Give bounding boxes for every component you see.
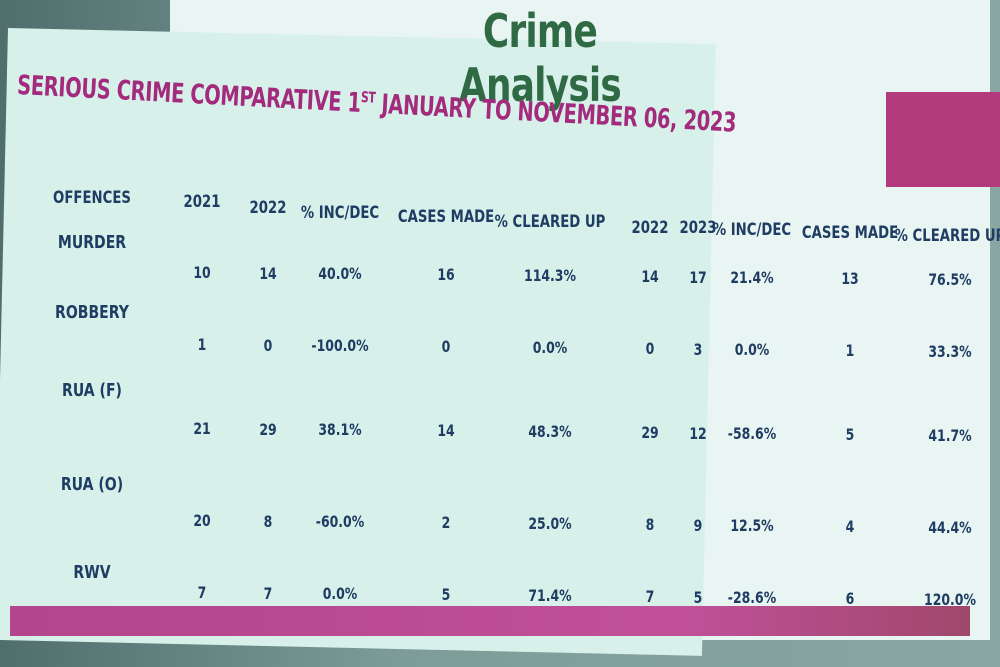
table-cell: 8: [645, 514, 655, 534]
subtitle-superscript: ST: [360, 88, 376, 107]
table-cell: 1: [845, 341, 855, 361]
table-cell: 71.4%: [528, 586, 572, 605]
table-cell: 7: [263, 583, 273, 603]
table-cell: 10: [193, 262, 211, 282]
table-cell: 29: [259, 419, 277, 439]
offence-label: RUA (F): [62, 380, 122, 401]
table-cell: 0: [441, 337, 451, 357]
table-cell: 4: [845, 517, 855, 537]
table-cell: -28.6%: [727, 588, 777, 608]
table-cell: 2: [441, 513, 451, 533]
table-cell: 7: [645, 586, 655, 606]
title: Crime Analysis: [459, 4, 622, 112]
table-cell: -100.0%: [311, 336, 369, 356]
table-cell: 48.3%: [528, 422, 572, 441]
table-cell: 12: [689, 423, 707, 443]
table-cell: 0.0%: [322, 584, 358, 604]
table-cell: 5: [441, 585, 451, 605]
table-cell: 0.0%: [532, 338, 568, 357]
table-cell: 29: [641, 422, 659, 442]
table-cell: 38.1%: [318, 420, 362, 440]
offence-label: RWV: [73, 562, 111, 583]
table-cell: 12.5%: [730, 516, 774, 536]
column-header: % CLEARED UP: [894, 226, 1000, 246]
column-header: 2021: [183, 192, 221, 212]
table-cell: 120.0%: [924, 590, 976, 609]
table-cell: 14: [641, 266, 659, 286]
table-cell: 76.5%: [928, 270, 972, 289]
footer-bar: [10, 606, 970, 636]
table-cell: 33.3%: [928, 342, 972, 361]
accent-box: [886, 92, 1000, 187]
table-cell: 7: [197, 582, 207, 602]
table-cell: 13: [841, 269, 859, 289]
table-cell: 0: [645, 338, 655, 358]
table-cell: 14: [259, 263, 277, 283]
column-header: 2022: [631, 218, 669, 238]
table-cell: 40.0%: [318, 264, 362, 284]
table-cell: 9: [693, 515, 703, 535]
table-cell: 20: [193, 510, 211, 530]
table-cell: 1: [197, 334, 207, 354]
table-cell: 16: [437, 265, 455, 285]
table-cell: 21: [193, 418, 211, 438]
table-cell: 41.7%: [928, 426, 972, 445]
column-header: OFFENCES: [53, 188, 131, 208]
column-header: % INC/DEC: [712, 220, 792, 240]
table-cell: 25.0%: [528, 514, 572, 533]
column-header: CASES MADE: [397, 207, 495, 227]
table-cell: 44.4%: [928, 518, 972, 537]
table-cell: 14: [437, 421, 455, 441]
offence-label: ROBBERY: [55, 302, 129, 323]
table-cell: 17: [689, 267, 707, 287]
column-header: 2022: [249, 198, 287, 218]
table-cell: 21.4%: [730, 268, 774, 288]
table-cell: -60.0%: [315, 512, 365, 532]
offence-label: MURDER: [57, 232, 127, 253]
table-cell: 5: [693, 587, 703, 607]
table-cell: 3: [693, 339, 703, 359]
table-cell: 0: [263, 335, 273, 355]
table-cell: 5: [845, 425, 855, 445]
table-cell: 0.0%: [734, 340, 770, 360]
column-header: CASES MADE: [801, 223, 899, 243]
table-cell: -58.6%: [727, 424, 777, 444]
table-cell: 6: [845, 589, 855, 609]
table-cell: 8: [263, 511, 273, 531]
table-cell: 114.3%: [524, 266, 576, 285]
offence-label: RUA (O): [60, 474, 124, 495]
column-header: 2023: [679, 218, 717, 238]
column-header: % CLEARED UP: [494, 212, 606, 232]
column-header: % INC/DEC: [300, 203, 380, 223]
